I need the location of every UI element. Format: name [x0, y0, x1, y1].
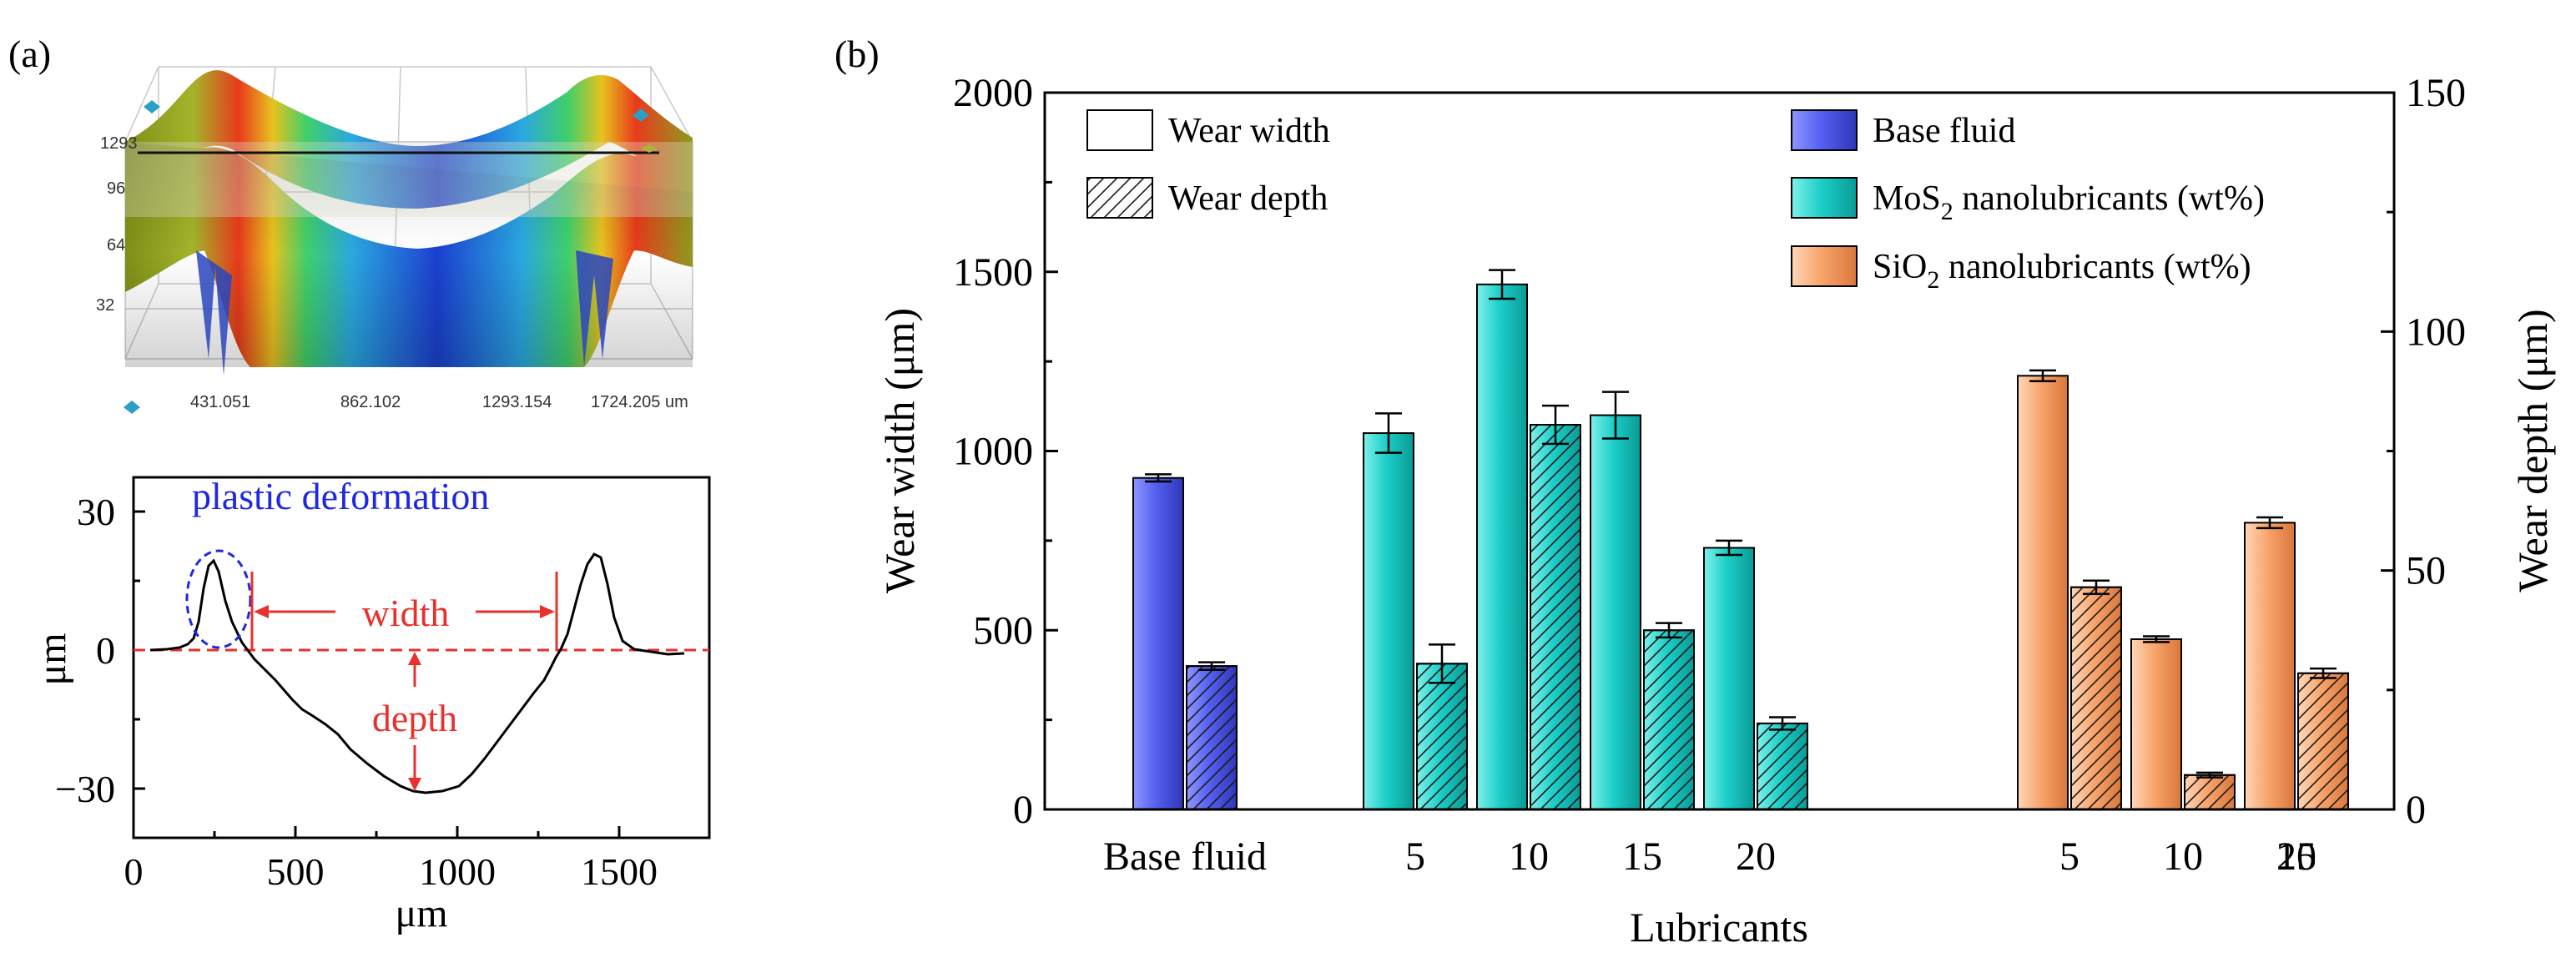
- surface-z-tick: 64: [107, 236, 125, 255]
- profile-y-tick: −30: [55, 768, 115, 810]
- bar-chart: Base fluid 5 10 15 20 5 10 15200500100015002000…: [876, 71, 2556, 950]
- plastic-deformation-label: plastic deformation: [192, 475, 489, 517]
- x-tick-label: 20: [2276, 834, 2316, 879]
- bar-wear-depth-hatch: [2297, 672, 2349, 810]
- profile-y-tick: 0: [96, 629, 115, 672]
- bar-wear-depth-hatch: [1643, 629, 1695, 810]
- bar-wear-width: [2017, 375, 2069, 810]
- legend-swatch-depth: [1086, 177, 1153, 219]
- bars-layer: [1132, 269, 2349, 811]
- legend-pattern: Wear width Wear depth: [1086, 109, 1330, 219]
- profile-frame: [132, 476, 711, 839]
- profile-x-tick: 1500: [581, 850, 658, 893]
- profile-x-tick: 1000: [419, 850, 496, 893]
- x-tick-label: 5: [2059, 834, 2079, 879]
- surface-3d-plot: 1293 96 64 32 431.051 862.102 1293.154 1…: [96, 66, 694, 414]
- bar-wear-width: [1590, 414, 1641, 810]
- profile-plot: 0 500 1000 1500 30 0 −30 μm μm plastic d…: [30, 475, 711, 935]
- x-tick-label: Base fluid: [1103, 834, 1267, 879]
- bar-wear-width: [1363, 432, 1414, 811]
- legend-label-depth: Wear depth: [1168, 179, 1328, 218]
- x-tick-label: 5: [1405, 834, 1425, 879]
- legend-swatch-width: [1086, 109, 1153, 151]
- bar-wear-width: [1132, 476, 1184, 811]
- legend-swatch-sio2: [1791, 245, 1858, 287]
- plastic-deformation-ellipse: [185, 549, 252, 649]
- y-tick-label-left: 1000: [953, 430, 1033, 474]
- x-tick-label: 20: [1736, 834, 1776, 879]
- orientation-icon: [124, 100, 658, 414]
- axes-layer: Base fluid 5 10 15 20 5 10 15200500100015002000…: [953, 71, 2466, 879]
- bar-wear-depth-hatch: [1530, 424, 1581, 810]
- width-label: width: [362, 592, 450, 634]
- legend-label-base: Base fluid: [1873, 112, 2015, 150]
- legend-swatch-mos2: [1791, 177, 1858, 219]
- legend-swatch-base: [1791, 109, 1858, 151]
- y-tick-label-left: 0: [1013, 788, 1033, 832]
- x-tick-label: 15: [1622, 834, 1662, 879]
- y-axis-label-right: Wear depth (μm): [2509, 309, 2556, 592]
- profile-curve: [149, 552, 685, 794]
- y-tick-label-right: 50: [2406, 549, 2446, 593]
- bar-wear-width: [2244, 522, 2296, 811]
- profile-x-label: μm: [395, 891, 447, 935]
- bar-wear-width: [1703, 547, 1755, 811]
- panel-a-label: (a): [8, 33, 51, 75]
- x-axis-label: Lubricants: [1630, 904, 1808, 950]
- profile-y-label: μm: [30, 633, 74, 685]
- x-tick-label: 10: [2163, 834, 2203, 879]
- bar-wear-depth-hatch: [1757, 722, 1808, 810]
- surface-x-tick: 1293.154: [482, 393, 552, 411]
- bar-wear-width: [2130, 638, 2182, 810]
- surface-x-tick: 1724.205 um: [591, 393, 688, 411]
- depth-label: depth: [372, 697, 457, 739]
- bar-wear-width: [1476, 283, 1528, 811]
- y-tick-label-right: 0: [2406, 788, 2426, 832]
- profile-y-tick: 30: [77, 491, 115, 533]
- bar-wear-depth-hatch: [2070, 586, 2122, 811]
- x-tick-label: 15: [2276, 834, 2316, 879]
- surface-z-tick: 1293: [100, 134, 138, 153]
- surface-z-tick: 96: [107, 179, 125, 198]
- bar-wear-depth-hatch: [1186, 665, 1238, 811]
- y-tick-label-right: 100: [2406, 310, 2466, 354]
- bar-wear-depth-hatch: [2184, 774, 2236, 811]
- panel-b-label: (b): [834, 33, 880, 75]
- x-tick-label: 10: [1509, 834, 1549, 879]
- y-axis-label-left: Wear width (μm): [876, 308, 923, 593]
- legend-label-sio2: SiO2 nanolubricants (wt%): [1873, 248, 2251, 294]
- profile-x-tick: 500: [267, 850, 325, 893]
- surface-upper: [125, 70, 693, 209]
- y-tick-label-left: 2000: [953, 71, 1033, 115]
- bar-wear-depth-hatch: [1416, 663, 1468, 810]
- y-tick-label-right: 150: [2406, 71, 2466, 115]
- surface-z-tick: 32: [96, 296, 114, 315]
- y-tick-label-left: 500: [973, 608, 1033, 653]
- y-tick-label-left: 1500: [953, 250, 1033, 295]
- surface-x-tick: 431.051: [190, 393, 250, 411]
- legend-label-mos2: MoS2 nanolubricants (wt%): [1873, 179, 2265, 225]
- legend-colors: Base fluid MoS2 nanolubricants (wt%) SiO…: [1791, 109, 2265, 294]
- surface-x-tick: 862.102: [340, 393, 401, 411]
- legend-label-width: Wear width: [1168, 112, 1330, 150]
- profile-x-tick: 0: [124, 850, 144, 893]
